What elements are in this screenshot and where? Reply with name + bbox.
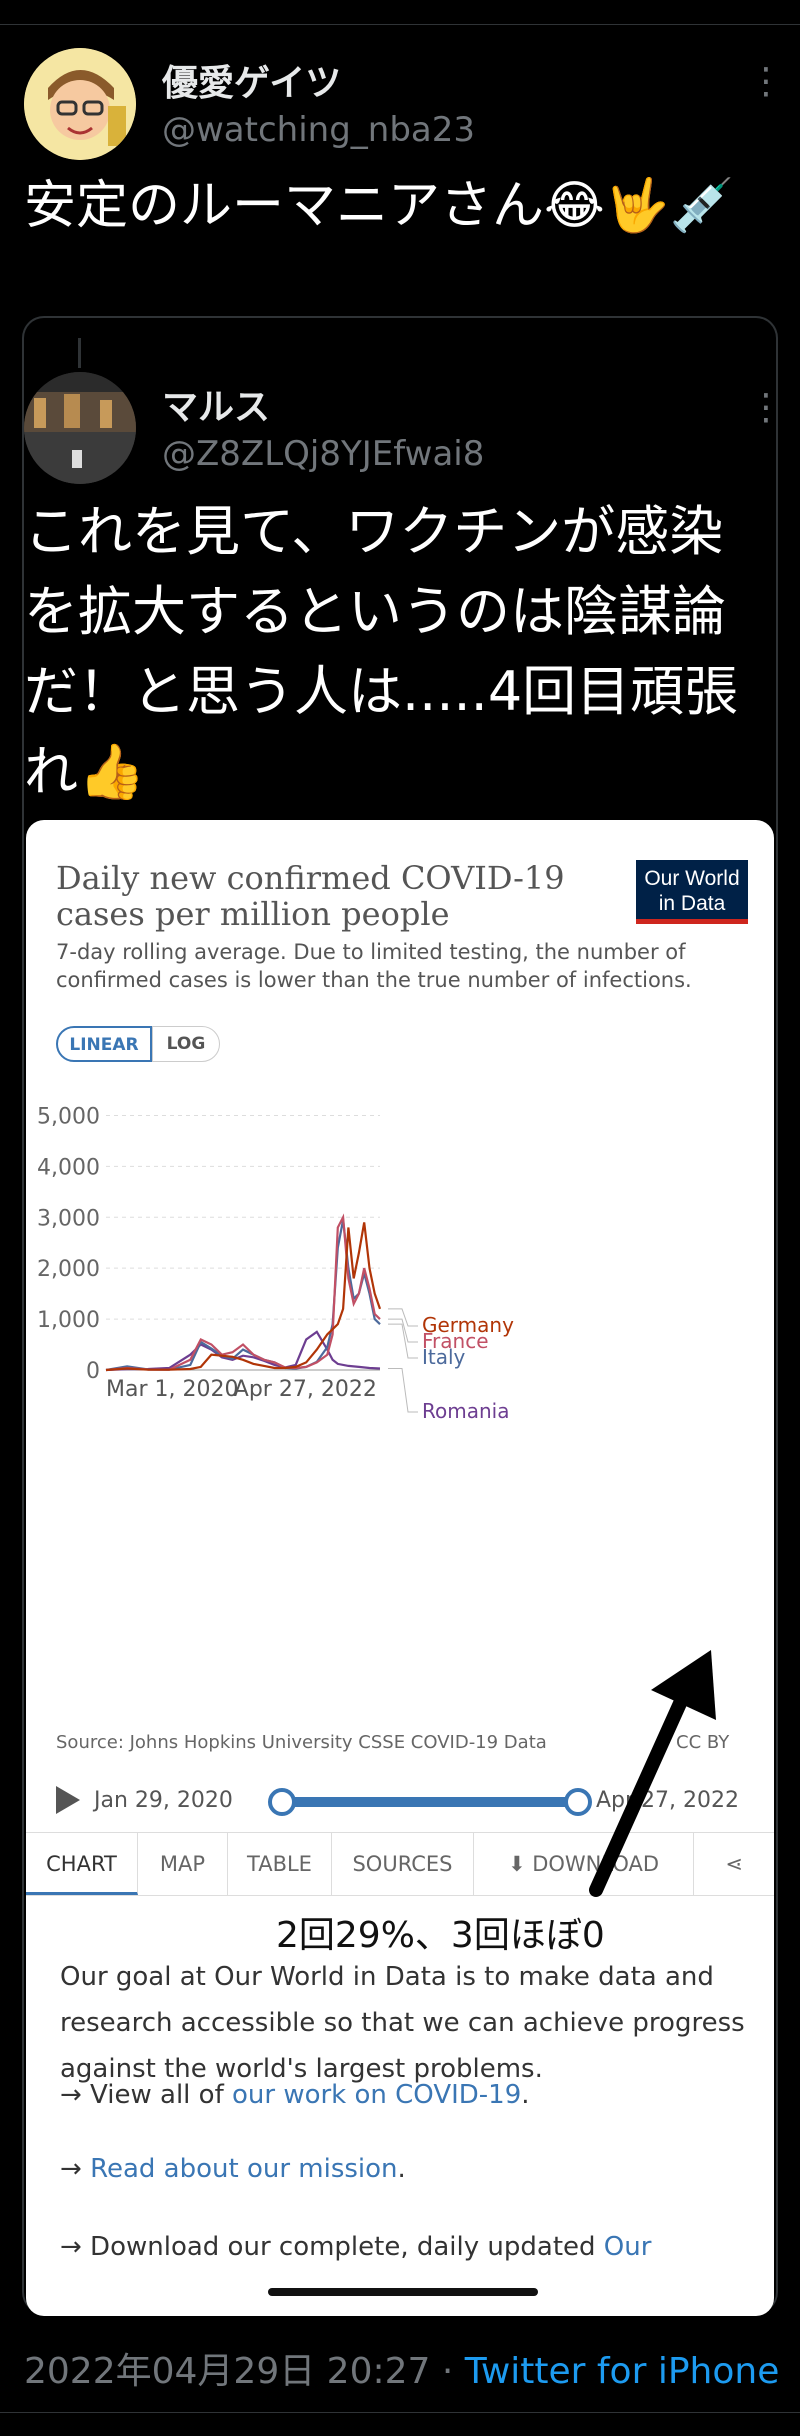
- mission-link[interactable]: Read about our mission: [90, 2154, 398, 2184]
- mission-suffix: .: [397, 2154, 406, 2184]
- quoted-more-options-icon[interactable]: ⋮: [748, 387, 784, 428]
- chart-tabs: CHART MAP TABLE SOURCES ⬇ DOWNLOAD ⋖: [26, 1832, 774, 1896]
- tab-chart[interactable]: CHART: [26, 1833, 138, 1895]
- logo-line-1: Our World: [644, 867, 740, 890]
- series-line-germany[interactable]: [105, 1222, 382, 1372]
- covid-work-prefix: → View all of: [60, 2080, 232, 2110]
- tab-map[interactable]: MAP: [138, 1833, 228, 1895]
- log-scale-button[interactable]: LOG: [152, 1026, 220, 1062]
- timeline-track[interactable]: [282, 1797, 578, 1807]
- download-link[interactable]: Our: [603, 2232, 652, 2262]
- covid-work-suffix: .: [521, 2080, 530, 2110]
- arrow-annotation-icon: [589, 1650, 716, 1897]
- y-tick-label: 3,000: [37, 1206, 100, 1231]
- tab-table[interactable]: TABLE: [228, 1833, 332, 1895]
- y-tick-label: 5,000: [37, 1104, 100, 1129]
- timeline-start-date: Jan 29, 2020: [94, 1788, 233, 1813]
- line-chart[interactable]: 0 1,000 2,000 3,000 4,000 5,000 Mar 1, 2020Apr…: [26, 1080, 774, 1540]
- mission-line: → Read about our mission.: [60, 2146, 750, 2192]
- y-tick-label: 4,000: [37, 1155, 100, 1180]
- top-divider: [0, 24, 800, 25]
- linear-scale-button[interactable]: LINEAR: [56, 1026, 152, 1062]
- chart-subtitle: 7-day rolling average. Due to limited te…: [56, 940, 692, 992]
- tab-download[interactable]: ⬇ DOWNLOAD: [474, 1833, 694, 1895]
- legend-connector: [388, 1318, 418, 1343]
- legend-connector: [388, 1367, 418, 1413]
- series-line-italy[interactable]: [105, 1219, 381, 1372]
- mission-prefix: →: [60, 2154, 91, 2184]
- y-tick-label: 1,000: [37, 1308, 100, 1333]
- tab-sources[interactable]: SOURCES: [332, 1833, 474, 1895]
- timeline-start-handle[interactable]: [268, 1788, 296, 1816]
- owid-chart-card[interactable]: Daily new confirmed COVID-19 cases per m…: [26, 820, 774, 2316]
- legend-connector: [388, 1308, 418, 1327]
- series-line-romania[interactable]: [105, 1330, 381, 1372]
- tweet-text: 安定のルーマニアさん😂🤟💉: [24, 176, 735, 236]
- home-indicator: [268, 2288, 538, 2296]
- legend-label-romania[interactable]: Romania: [422, 1399, 509, 1423]
- logo-line-2: in Data: [658, 892, 726, 915]
- play-icon[interactable]: [56, 1786, 80, 1814]
- user-handle[interactable]: @watching_nba23: [162, 110, 476, 150]
- tweet-source-link[interactable]: Twitter for iPhone: [464, 2351, 780, 2392]
- quoted-user-handle[interactable]: @Z8ZLQj8YJEfwai8: [162, 434, 485, 474]
- legend-label-germany[interactable]: Germany: [422, 1313, 514, 1337]
- download-icon: ⬇: [507, 1852, 533, 1876]
- owid-logo[interactable]: Our World in Data: [636, 860, 748, 924]
- bottom-divider: [0, 2412, 800, 2413]
- cartoon-avatar-icon: [24, 48, 136, 160]
- x-tick-label: Mar 1, 2020: [106, 1377, 238, 1402]
- more-options-icon[interactable]: ⋮: [748, 61, 784, 102]
- chart-source: Source: Johns Hopkins University CSSE CO…: [56, 1732, 547, 1753]
- quoted-tweet-frame[interactable]: [22, 316, 778, 2314]
- timestamp-text[interactable]: 2022年04月29日 20:27: [24, 2351, 431, 2392]
- license-link[interactable]: CC BY: [676, 1732, 730, 1753]
- quoted-tweet-text: これを見て、ワクチンが感染を拡大するというのは陰謀論だ！と思う人は.....4回…: [24, 500, 739, 803]
- y-tick-label: 0: [86, 1359, 100, 1384]
- download-line: → Download our complete, daily updated O…: [60, 2224, 750, 2270]
- quoted-display-name[interactable]: マルス: [162, 387, 271, 428]
- legend-label-italy[interactable]: Italy: [422, 1345, 466, 1369]
- timeline: Jan 29, 2020 Apr 27, 2022: [26, 1770, 774, 1830]
- handwritten-annotation: 2回29%、3回ほぼ0: [276, 1915, 605, 1956]
- chart-title: Daily new confirmed COVID-19 cases per m…: [56, 859, 565, 933]
- timeline-end-date: Apr 27, 2022: [596, 1788, 740, 1813]
- tab-download-label: DOWNLOAD: [532, 1852, 660, 1876]
- avatar[interactable]: [24, 48, 136, 160]
- x-tick-label: Apr 27, 2022: [234, 1377, 377, 1402]
- legend-label-france[interactable]: France: [422, 1329, 489, 1353]
- covid-work-link[interactable]: our work on COVID-19: [231, 2080, 522, 2110]
- legend-connector: [388, 1323, 418, 1359]
- download-prefix: → Download our complete, daily updated: [60, 2232, 604, 2262]
- share-icon[interactable]: ⋖: [725, 1852, 743, 1876]
- display-name[interactable]: 優愛ゲイツ: [162, 63, 342, 104]
- photo-avatar-icon: [24, 372, 136, 484]
- quoted-avatar[interactable]: [24, 372, 136, 484]
- thread-line: [78, 338, 81, 368]
- tweet-timestamp: 2022年04月29日 20:27 · Twitter for iPhone: [24, 2342, 779, 2394]
- y-tick-label: 2,000: [37, 1257, 100, 1282]
- timestamp-separator: ·: [430, 2351, 465, 2392]
- timeline-end-handle[interactable]: [564, 1788, 592, 1816]
- owid-description: Our goal at Our World in Data is to make…: [60, 1962, 745, 2084]
- covid-work-line: → View all of our work on COVID-19.: [60, 2072, 750, 2118]
